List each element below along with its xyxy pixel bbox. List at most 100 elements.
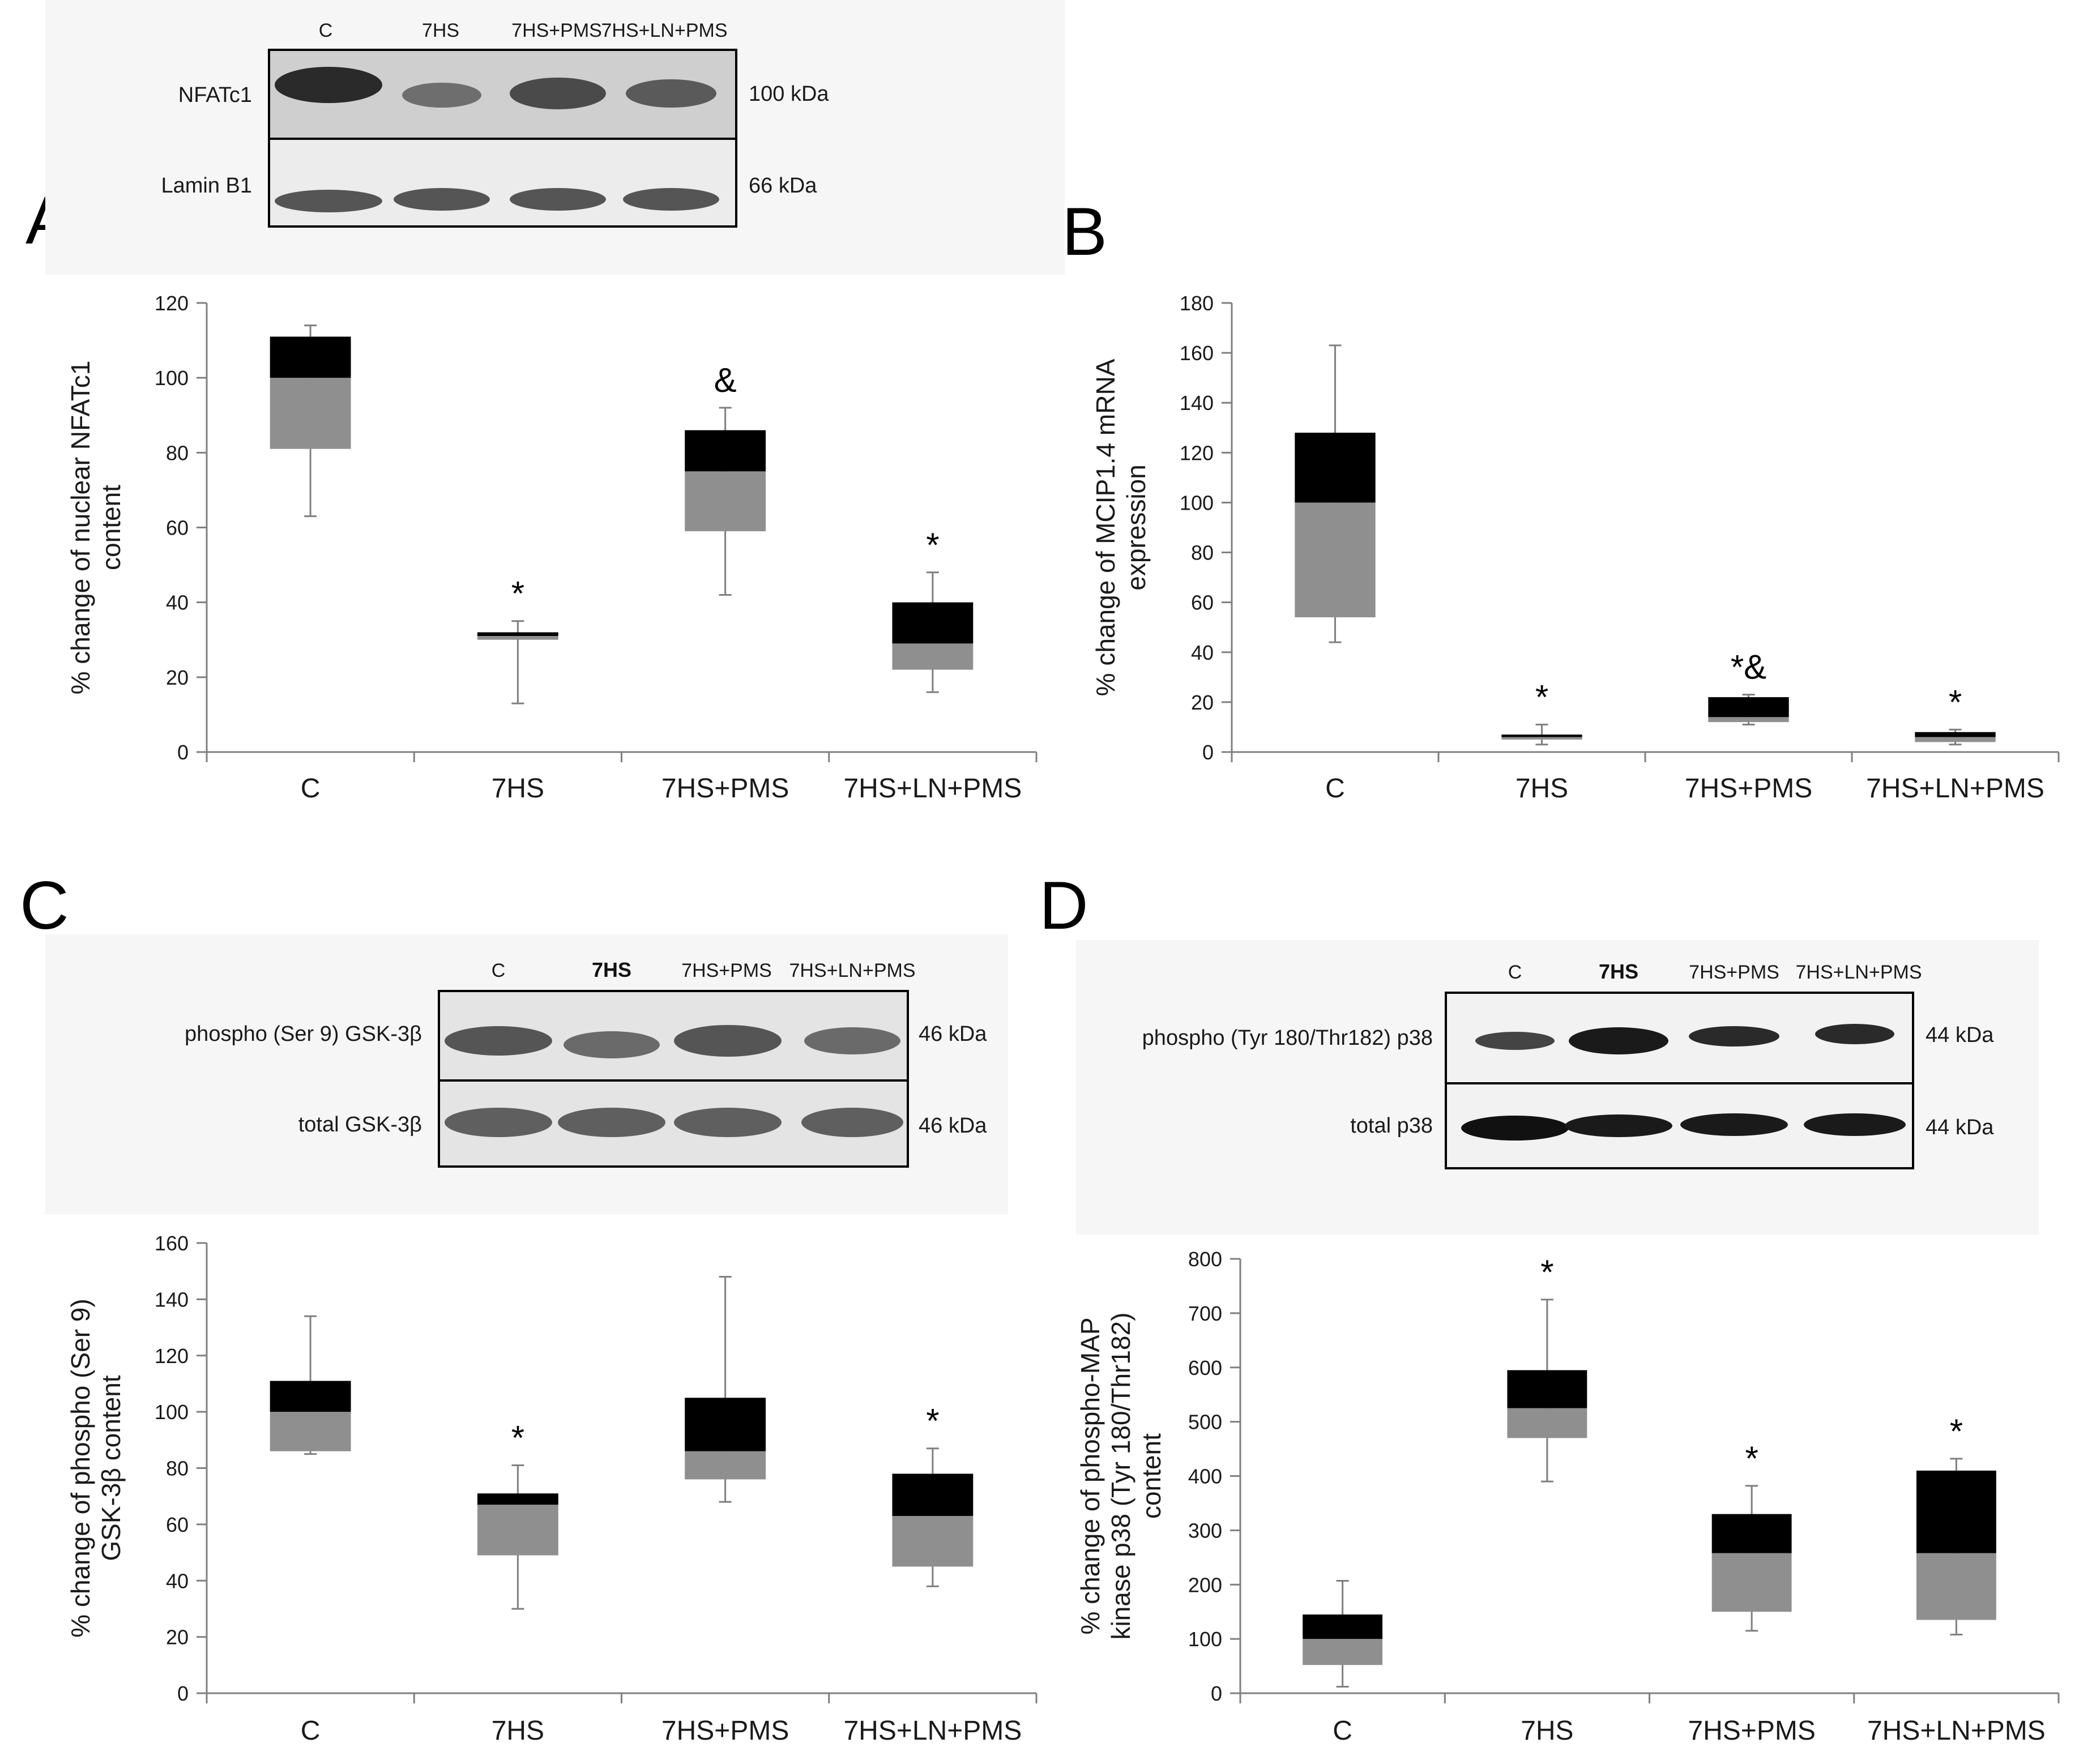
box-lower [1916,1553,1996,1620]
significance-marker: * [926,526,939,564]
significance-marker: * [1745,1440,1758,1477]
box-lower [1915,737,1996,742]
y-tick-label: 500 [1188,1411,1222,1434]
y-tick-label: 160 [155,1232,189,1255]
blot-a-lane-label: 7HS+PMS [511,20,602,41]
significance-marker: * [1540,1253,1553,1291]
box-lower [1708,717,1789,723]
significance-marker: * [926,1402,939,1440]
significance-marker: * [1950,1412,1963,1450]
box-upper [685,430,766,472]
band [1565,1114,1672,1137]
y-tick-label: 80 [166,1457,189,1480]
blot-d-row-size: 44 kDa [1926,1116,1994,1139]
x-category-label: 7HS+LN+PMS [1867,1716,2046,1746]
blot-d-row-label: phospho (Tyr 180/Thr182) p38 [1142,1026,1433,1050]
chart-c: 0 20 40 60 80 100 120 140 160 C 7HS * 7HS+PMS 7HS+LN+… [66,1232,1038,1746]
blot-c-row-size: 46 kDa [919,1022,987,1046]
blot-c-lane-label: 7HS [592,958,631,981]
panel-label-c: C [20,868,69,943]
y-tick-label: 120 [155,292,189,315]
y-tick-label: 140 [1180,391,1214,415]
band [275,190,382,212]
band [1569,1027,1668,1054]
chart-a: 0 20 40 60 80 100 120 C 7HS * 7HS+PMS & 7HS+LN+PMS *%… [66,292,1038,804]
band [674,1108,782,1137]
box-lower [892,1515,974,1567]
box-lower [1507,1408,1587,1438]
blot-c-lane-label: 7HS+LN+PMS [789,960,916,981]
y-axis-title: kinase p38 (Tyr 180/Thr182) [1106,1313,1135,1640]
significance-marker: *& [1731,648,1766,686]
box-upper [1916,1470,1996,1553]
y-axis-title: % change of MCIP1.4 mRNA [1091,358,1120,696]
band [558,1108,665,1137]
band [445,1026,552,1056]
blot-d-lane-label: 7HS+LN+PMS [1796,962,1922,983]
band [801,1108,903,1137]
y-tick-label: 800 [1188,1248,1222,1271]
band [1804,1113,1906,1136]
x-category-label: 7HS+PMS [1685,774,1812,804]
x-category-label: 7HS+LN+PMS [843,774,1022,804]
y-tick-label: 20 [166,1626,189,1649]
chart-d: 0 100 200 300 400 500 600 700 800 C 7HS * 7HS+PMS * 7H… [1075,1248,2060,1746]
band [394,188,490,211]
box-upper [1303,1614,1383,1639]
x-category-label: C [1325,774,1345,804]
blot-d-lane-label: 7HS [1599,960,1638,983]
box-lower [1501,737,1582,740]
band [445,1108,552,1137]
y-axis-title: content [96,485,126,570]
blot-a-row-size: 66 kDa [749,174,817,198]
blot-d-lane-label: 7HS+PMS [1689,962,1779,983]
y-tick-label: 0 [1211,1682,1222,1705]
blot-a-row-label: NFATc1 [178,83,252,107]
box-lower [1303,1639,1383,1665]
significance-marker: * [1535,678,1548,716]
box-upper [1501,734,1582,737]
x-category-label: 7HS+PMS [661,774,789,804]
y-tick-label: 400 [1188,1465,1222,1488]
blot-a: C 7HS 7HS+PMS 7HS+LN+PMS NFATc1 Lamin B1… [45,0,1065,275]
y-axis-title: content [1137,1433,1166,1519]
y-tick-label: 40 [1191,641,1214,664]
y-tick-label: 120 [155,1344,189,1368]
band [1475,1032,1555,1050]
band [275,67,382,103]
y-tick-label: 100 [1180,491,1214,514]
box-upper [477,1493,558,1505]
y-tick-label: 0 [1202,741,1214,764]
box-upper [892,602,974,644]
y-tick-label: 60 [1191,591,1214,614]
y-tick-label: 20 [1191,691,1214,714]
box-upper [1708,697,1789,717]
x-category-label: 7HS+LN+PMS [1866,774,2044,804]
blot-c-row-label: phospho (Ser 9) GSK-3β [185,1022,422,1046]
band [626,79,716,108]
y-tick-label: 60 [166,1513,189,1536]
y-tick-label: 100 [155,366,189,390]
blot-c-row-label: total GSK-3β [298,1113,422,1137]
band [674,1025,782,1057]
y-tick-label: 700 [1188,1302,1222,1325]
significance-marker: * [511,575,524,613]
y-tick-label: 140 [155,1288,189,1311]
x-category-label: 7HS [492,774,544,804]
x-category-label: C [301,1716,321,1746]
panel-label-b: B [1062,194,1107,270]
band [510,78,606,109]
y-tick-label: 60 [166,516,189,540]
y-tick-label: 160 [1180,341,1214,365]
box-upper [1915,732,1996,737]
blot-c-lane-label: 7HS+PMS [681,960,772,981]
box-upper [270,1381,351,1412]
x-category-label: 7HS [1516,774,1568,804]
blot-c-lane-label: C [492,960,506,981]
significance-marker: * [1949,683,1962,721]
y-tick-label: 100 [1188,1628,1222,1651]
blot-a-row-laminb1 [268,138,737,228]
x-category-label: C [1333,1716,1352,1746]
